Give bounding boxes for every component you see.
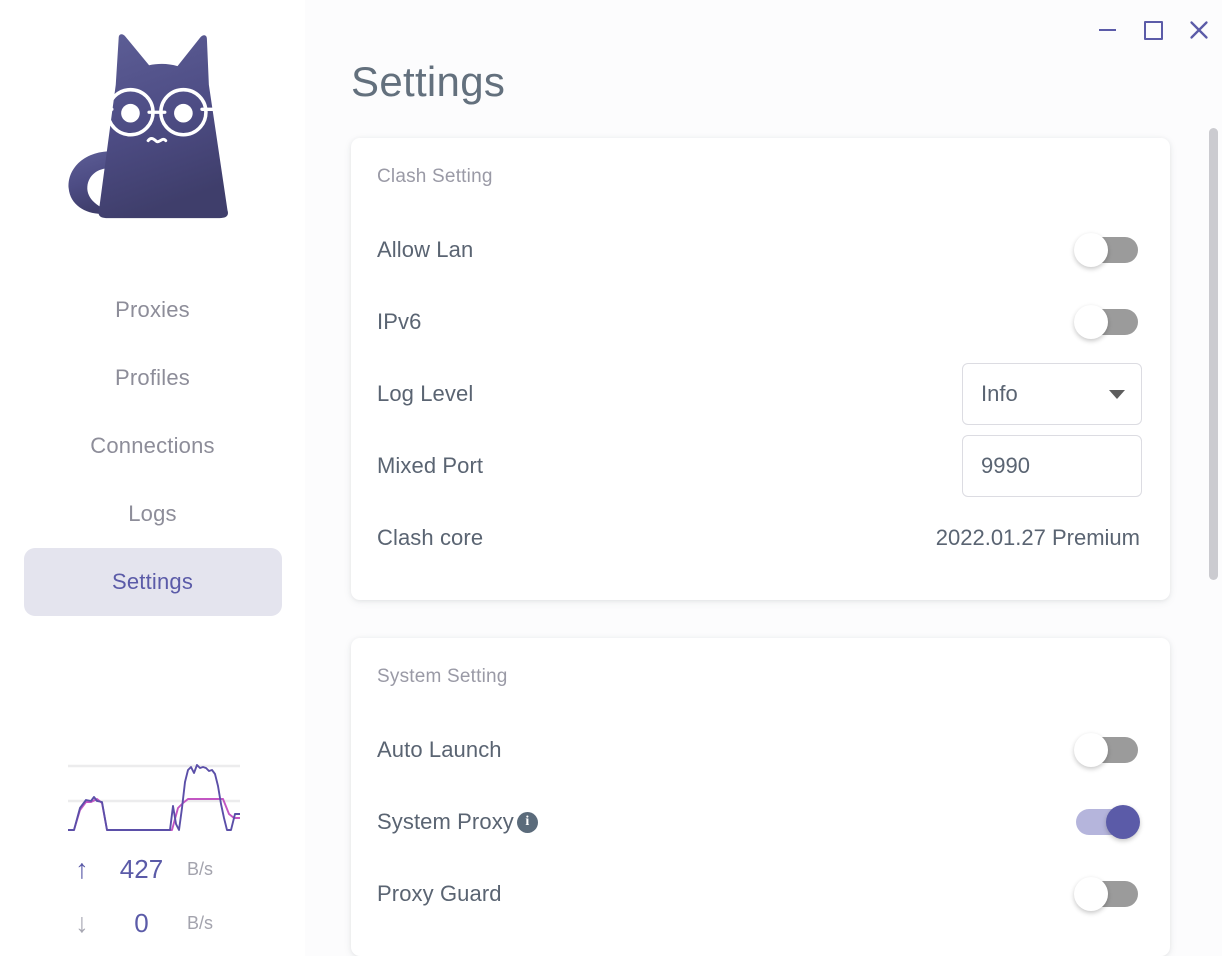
main-content: Settings Clash Setting Allow Lan IPv6 — [305, 0, 1222, 956]
sidebar: Proxies Profiles Connections Logs Settin… — [0, 0, 305, 956]
sidebar-item-label: Logs — [128, 501, 177, 526]
card-title: Clash Setting — [377, 166, 493, 187]
info-icon[interactable]: i — [516, 811, 538, 833]
scrollbar-thumb[interactable] — [1209, 128, 1218, 580]
minimize-icon[interactable] — [1084, 7, 1130, 53]
row-label: Log Level — [377, 381, 474, 406]
settings-cards: Clash Setting Allow Lan IPv6 — [305, 106, 1222, 956]
row-clash-core: Clash core 2022.01.27 Premium — [377, 502, 1142, 574]
row-proxy-guard: Proxy Guard — [377, 858, 1142, 930]
card-title: System Setting — [377, 666, 508, 687]
sidebar-item-logs[interactable]: Logs — [24, 480, 282, 548]
arrow-down-icon: ↓ — [75, 907, 89, 938]
ipv6-toggle[interactable] — [1074, 305, 1138, 339]
clash-setting-card: Clash Setting Allow Lan IPv6 — [351, 138, 1170, 600]
sidebar-item-label: Proxies — [115, 297, 190, 322]
sidebar-item-label: Connections — [90, 433, 215, 458]
row-system-proxy: System Proxy i — [377, 786, 1142, 858]
row-label: IPv6 — [377, 309, 422, 334]
clash-core-version: 2022.01.27 Premium — [935, 525, 1140, 550]
download-speed-value: 0 — [134, 907, 149, 938]
chevron-down-icon — [1109, 389, 1125, 399]
row-label: Clash core — [377, 525, 484, 550]
allow-lan-toggle[interactable] — [1074, 233, 1138, 267]
sidebar-nav: Proxies Profiles Connections Logs Settin… — [0, 276, 305, 616]
log-level-select[interactable]: Info — [962, 363, 1142, 425]
row-label: System Proxy i — [377, 809, 538, 835]
maximize-icon[interactable] — [1130, 7, 1176, 53]
clash-cat-logo-icon — [53, 24, 253, 224]
traffic-panel: ↑ 427 B/s ↓ 0 B/s — [0, 748, 305, 950]
toggle-knob — [1074, 233, 1108, 267]
system-setting-card: System Setting Auto Launch System Proxy … — [351, 638, 1170, 956]
row-auto-launch: Auto Launch — [377, 714, 1142, 786]
upload-speed-value: 427 — [119, 853, 164, 884]
sidebar-item-proxies[interactable]: Proxies — [24, 276, 282, 344]
mixed-port-input[interactable] — [962, 435, 1142, 497]
download-speed-unit: B/s — [187, 912, 214, 933]
page-title: Settings — [351, 58, 506, 105]
toggle-knob — [1074, 733, 1108, 767]
row-label: Allow Lan — [377, 237, 474, 262]
auto-launch-toggle[interactable] — [1074, 733, 1138, 767]
traffic-stats: ↑ 427 B/s ↓ 0 B/s — [60, 842, 245, 950]
traffic-upload-row: ↑ 427 B/s — [60, 842, 245, 896]
system-proxy-label: System Proxy — [377, 809, 514, 834]
scrollbar[interactable] — [1209, 0, 1218, 956]
row-label: Proxy Guard — [377, 881, 502, 906]
traffic-download-row: ↓ 0 B/s — [60, 896, 245, 950]
toggle-knob — [1074, 877, 1108, 911]
sidebar-item-connections[interactable]: Connections — [24, 412, 282, 480]
log-level-value: Info — [981, 381, 1018, 406]
row-label: Mixed Port — [377, 453, 484, 478]
row-log-level: Log Level Info — [377, 358, 1142, 430]
row-ipv6: IPv6 — [377, 286, 1142, 358]
sidebar-item-label: Profiles — [115, 365, 190, 390]
proxy-guard-toggle[interactable] — [1074, 877, 1138, 911]
row-mixed-port: Mixed Port — [377, 430, 1142, 502]
sidebar-item-profiles[interactable]: Profiles — [24, 344, 282, 412]
close-icon[interactable] — [1176, 7, 1222, 53]
window-controls — [1084, 0, 1222, 60]
toggle-knob — [1106, 805, 1140, 839]
row-allow-lan: Allow Lan — [377, 214, 1142, 286]
sidebar-item-label: Settings — [111, 569, 194, 594]
row-label: Auto Launch — [377, 737, 502, 762]
toggle-knob — [1074, 305, 1108, 339]
traffic-sparkline-chart — [60, 748, 245, 836]
system-proxy-toggle[interactable] — [1076, 805, 1140, 839]
arrow-up-icon: ↑ — [75, 853, 89, 884]
upload-speed-unit: B/s — [187, 858, 214, 879]
sidebar-item-settings[interactable]: Settings — [23, 548, 282, 616]
